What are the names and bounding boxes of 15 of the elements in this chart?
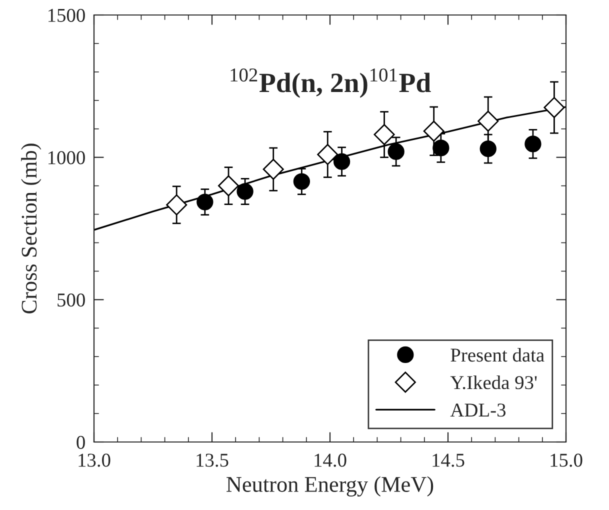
legend-label: ADL-3 [450, 404, 506, 417]
x-tick-label: 15.0 [550, 454, 582, 467]
y-tick-label: 1500 [48, 8, 85, 22]
y-axis-title: Cross Section (mb) [21, 144, 42, 314]
y-tick-label: 500 [58, 293, 85, 307]
x-axis-title: Neutron Energy (MeV) [226, 476, 434, 497]
x-tick-label: 14.0 [314, 454, 346, 467]
text: $^{102}$Pd(n, 2n)$^{101}$Pd [230, 68, 431, 98]
x-tick-label: 13.5 [196, 454, 228, 467]
legend-label: Present data [450, 348, 544, 362]
y-tick-label: 1000 [48, 151, 85, 164]
x-tick-label: 14.5 [432, 454, 464, 467]
y-tick-label: 0 [76, 436, 85, 449]
legend-label: Y.Ikeda 93' [450, 376, 537, 390]
x-tick-label: 13.0 [78, 454, 110, 467]
